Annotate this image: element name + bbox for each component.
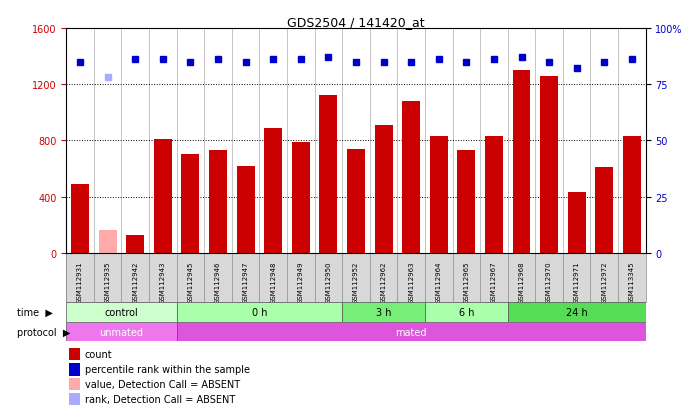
Text: GSM113345: GSM113345 [629, 261, 635, 303]
Bar [69, 377, 80, 390]
Bar [430, 137, 447, 253]
Bar [287, 253, 315, 302]
Bar [205, 253, 232, 302]
Bar [121, 253, 149, 302]
Text: GSM112949: GSM112949 [298, 261, 304, 303]
Bar [98, 231, 117, 253]
Bar [181, 155, 200, 253]
Title: GDS2504 / 141420_at: GDS2504 / 141420_at [287, 16, 425, 29]
Text: value, Detection Call = ABSENT: value, Detection Call = ABSENT [85, 379, 240, 389]
Bar [425, 253, 452, 302]
Bar [237, 166, 255, 253]
Text: mated: mated [395, 327, 427, 337]
Bar [209, 151, 227, 253]
Bar [540, 76, 558, 253]
Text: GSM112968: GSM112968 [519, 261, 524, 303]
Bar [512, 71, 530, 253]
Bar [177, 302, 342, 322]
Bar [375, 126, 392, 253]
Bar [232, 253, 260, 302]
Bar [69, 348, 80, 361]
Text: GSM112962: GSM112962 [380, 261, 387, 303]
Bar [347, 150, 365, 253]
Bar [94, 253, 121, 302]
Bar [66, 253, 94, 302]
Text: GSM112943: GSM112943 [160, 261, 166, 303]
Bar [567, 193, 586, 253]
Bar [342, 302, 425, 322]
Bar [71, 185, 89, 253]
Text: GSM112945: GSM112945 [188, 261, 193, 303]
Text: GSM112967: GSM112967 [491, 261, 497, 303]
Text: GSM112970: GSM112970 [546, 261, 552, 303]
Text: GSM112972: GSM112972 [601, 261, 607, 303]
Text: unmated: unmated [100, 327, 144, 337]
Bar [452, 253, 480, 302]
Bar [623, 137, 641, 253]
Text: rank, Detection Call = ABSENT: rank, Detection Call = ABSENT [85, 394, 235, 404]
Bar [507, 302, 646, 322]
Text: 24 h: 24 h [566, 307, 588, 317]
Text: GSM112942: GSM112942 [133, 261, 138, 303]
Bar [265, 128, 282, 253]
Bar [342, 253, 370, 302]
Text: 6 h: 6 h [459, 307, 474, 317]
Text: GSM112946: GSM112946 [215, 261, 221, 303]
Bar [149, 253, 177, 302]
Bar [591, 253, 618, 302]
Bar [66, 322, 177, 342]
Bar [425, 302, 507, 322]
Text: GSM112948: GSM112948 [270, 261, 276, 303]
Bar [485, 137, 503, 253]
Bar [563, 253, 591, 302]
Bar [126, 235, 144, 253]
Text: GSM112931: GSM112931 [77, 261, 83, 303]
Bar [370, 253, 397, 302]
Bar [69, 363, 80, 376]
Text: GSM112935: GSM112935 [105, 261, 111, 303]
Bar [320, 96, 337, 253]
Bar [260, 253, 287, 302]
Bar [177, 322, 646, 342]
Text: 0 h: 0 h [252, 307, 267, 317]
Bar [457, 151, 475, 253]
Text: GSM112965: GSM112965 [463, 261, 469, 303]
Bar [154, 140, 172, 253]
Bar [535, 253, 563, 302]
Bar [315, 253, 342, 302]
Text: GSM112947: GSM112947 [243, 261, 248, 303]
Text: GSM112971: GSM112971 [574, 261, 579, 303]
Text: percentile rank within the sample: percentile rank within the sample [85, 364, 250, 375]
Text: time  ▶: time ▶ [17, 307, 53, 317]
Text: protocol  ▶: protocol ▶ [17, 327, 70, 337]
Bar [402, 102, 420, 253]
Bar [595, 168, 614, 253]
Bar [507, 253, 535, 302]
Bar [397, 253, 425, 302]
Bar [69, 393, 80, 406]
Bar [292, 142, 310, 253]
Text: GSM112950: GSM112950 [325, 261, 332, 303]
Text: 3 h: 3 h [376, 307, 392, 317]
Text: control: control [105, 307, 138, 317]
Text: GSM112963: GSM112963 [408, 261, 414, 303]
Text: count: count [85, 349, 112, 359]
Bar [618, 253, 646, 302]
Text: GSM112964: GSM112964 [436, 261, 442, 303]
Bar [177, 253, 205, 302]
Bar [480, 253, 507, 302]
Bar [66, 302, 177, 322]
Text: GSM112952: GSM112952 [353, 261, 359, 303]
